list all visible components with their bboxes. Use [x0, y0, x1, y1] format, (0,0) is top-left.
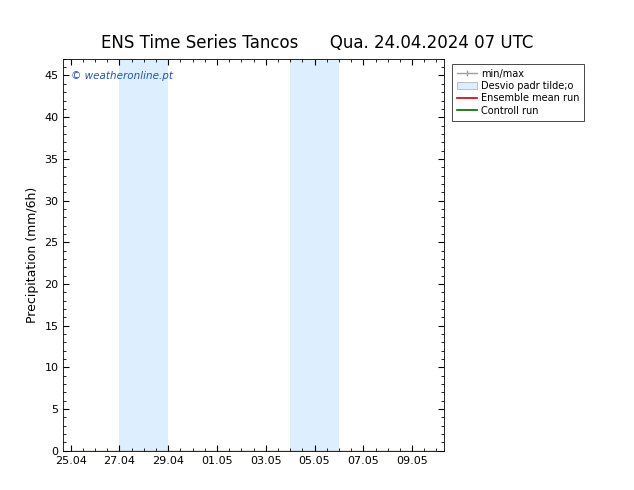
Text: ENS Time Series Tancos      Qua. 24.04.2024 07 UTC: ENS Time Series Tancos Qua. 24.04.2024 0… — [101, 34, 533, 52]
Legend: min/max, Desvio padr tilde;o, Ensemble mean run, Controll run: min/max, Desvio padr tilde;o, Ensemble m… — [453, 64, 584, 121]
Text: © weatheronline.pt: © weatheronline.pt — [71, 71, 173, 80]
Bar — [119, 59, 168, 451]
Bar — [290, 59, 339, 451]
Y-axis label: Precipitation (mm/6h): Precipitation (mm/6h) — [26, 187, 39, 323]
